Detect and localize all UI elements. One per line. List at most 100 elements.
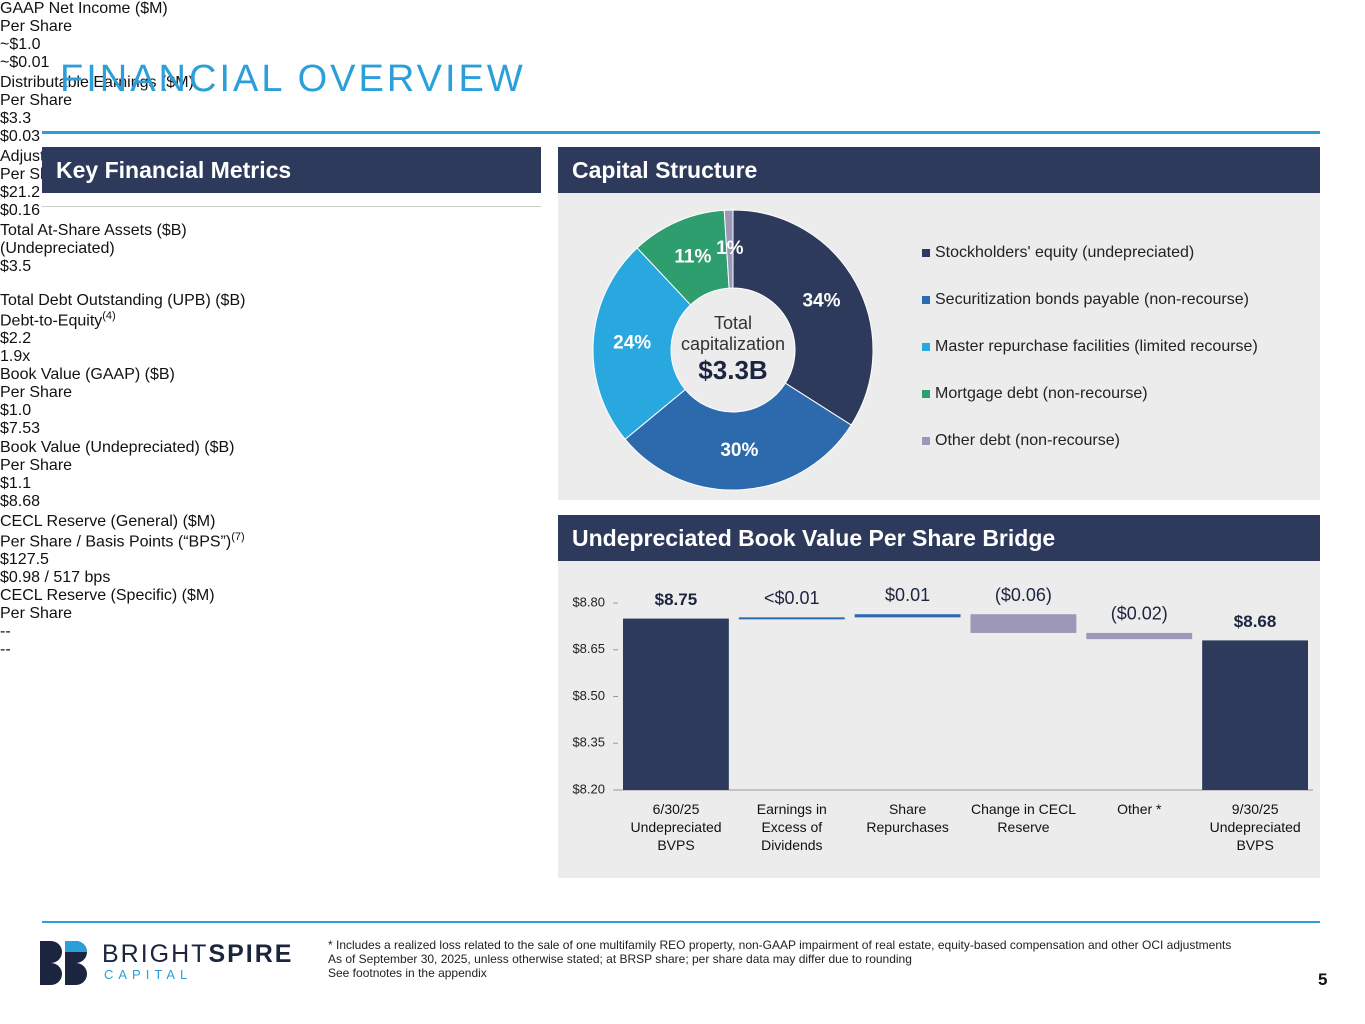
metric-sublabel: Per Share (0, 92, 73, 109)
metric-row: Total At-Share Assets ($B) (Undepreciated… (0, 222, 1365, 292)
metric-sublabel: Per Share / Basis Points (“BPS”) (0, 533, 232, 551)
value-label: $0.01 (885, 585, 930, 605)
page-number: 5 (1318, 970, 1328, 989)
legend-swatch (922, 437, 930, 445)
bar (854, 614, 961, 618)
metric-subvalue: $0.16 (0, 202, 41, 219)
x-tick-label: Earnings in Excess of Dividends (756, 801, 827, 853)
metric-value: $3.5 (0, 258, 32, 275)
metric-subvalue: $0.98 / 517 bps (0, 569, 111, 587)
metric-value: $1.1 (0, 475, 32, 492)
y-tick-label: $8.65 (572, 641, 605, 656)
metric-subvalue: -- (0, 641, 11, 658)
legend-label: Master repurchase facilities (limited re… (935, 338, 1258, 355)
metric-label: CECL Reserve (Specific) ($M) (0, 587, 215, 604)
value-label: $8.68 (1234, 612, 1277, 631)
footnote-ref: (7) (231, 531, 245, 543)
metric-row: Book Value (Undepreciated) ($B) Per Share… (0, 439, 1365, 513)
metric-sublabel: Per Share (0, 18, 73, 35)
metric-value: $127.5 (0, 551, 49, 569)
metric-row: Distributable Earnings ($M) Per Share $3.3… (0, 74, 1365, 148)
value-label: ($0.02) (1111, 604, 1168, 624)
footnotes: * Includes a realized loss related to th… (328, 938, 1288, 980)
footnote: * Includes a realized loss related to th… (328, 938, 1232, 952)
metric-label: GAAP Net Income ($M) (0, 0, 168, 17)
legend-swatch (922, 390, 930, 398)
donut-slice (723, 209, 734, 289)
footnote: As of September 30, 2025, unless otherwi… (328, 952, 912, 966)
x-tick-label: 9/30/25 Undepreciated BVPS (1209, 801, 1301, 853)
rule (42, 206, 541, 207)
logo-word: BRIGHT (102, 940, 209, 968)
metric-label: CECL Reserve (General) ($M) (0, 513, 216, 530)
metric-row: GAAP Net Income ($M) Per Share ~$1.0 ~$0.01 (0, 0, 1365, 74)
metric-value: -- (0, 623, 11, 640)
metric-sublabel: (Undepreciated) (0, 240, 115, 257)
metric-sublabel-line: Per Share (0, 384, 1365, 402)
x-tick-label: Other * (1117, 801, 1162, 817)
metric-sublabel-line: Per Share (0, 18, 1365, 36)
bar (1086, 632, 1193, 640)
value-label: ($0.06) (995, 585, 1052, 605)
slice-label: 30% (720, 440, 758, 461)
y-tick-label: $8.50 (572, 688, 605, 703)
metric-subvalue: $8.68 (0, 493, 41, 510)
metric-sublabel-line: Per Share (0, 92, 1365, 110)
donut-slice (624, 382, 852, 491)
metric-subvalue: 1.9x (0, 348, 31, 366)
value-label: $8.75 (655, 590, 698, 609)
slice-label: 1% (716, 238, 744, 259)
metric-label: Distributable Earnings ($M) (0, 74, 194, 91)
metric-row: Total Debt Outstanding (UPB) ($B) Debt-to… (0, 292, 1365, 366)
rule (42, 921, 1320, 923)
slide-title: FINANCIAL OVERVIEW (60, 58, 526, 100)
center-value: $3.3B (698, 355, 768, 385)
metric-row: CECL Reserve (General) ($M) Per Share / B… (0, 513, 1365, 587)
value-label: <$0.01 (764, 588, 820, 608)
footnote-ref: (4) (102, 310, 116, 322)
metric-value: ~$1.0 (0, 36, 41, 53)
donut-slice (592, 247, 692, 440)
bar (1202, 640, 1308, 790)
x-tick-label: Share Repurchases (866, 801, 949, 835)
rule (42, 131, 1320, 134)
bar (738, 617, 845, 620)
chart-title: Capital Structure (558, 147, 1320, 193)
bar (623, 618, 729, 790)
legend-swatch (922, 249, 930, 257)
slice-label: 34% (802, 290, 840, 311)
slice-label: 24% (613, 333, 651, 354)
metric-sublabel: Per Share (0, 384, 73, 401)
legend-label: Securitization bonds payable (non-recour… (935, 291, 1249, 308)
metric-label: Book Value (Undepreciated) ($B) (0, 439, 235, 456)
metric-sublabel: Debt-to-Equity (0, 312, 103, 330)
metric-value: $21.2 (0, 184, 41, 201)
legend-swatch (922, 296, 930, 304)
center-label: Total capitalization (680, 313, 786, 354)
metric-value: $3.3 (0, 110, 32, 127)
donut-slice (732, 209, 874, 426)
metric-subvalue: ~$0.01 (0, 54, 50, 71)
metric-sublabel-line: Per Share (0, 605, 1365, 623)
metric-sublabel: Per Share (0, 605, 73, 622)
metric-row: Book Value (GAAP) ($B) Per Share $1.0 $7.53 (0, 366, 1365, 439)
logo-text: BRIGHTSPIRE (102, 940, 293, 969)
y-tick-label: $8.20 (572, 781, 605, 796)
x-tick-label: Change in CECL Reserve (970, 801, 1077, 835)
metric-subvalue: $7.53 (0, 420, 41, 437)
metrics-heading: Key Financial Metrics (42, 147, 541, 193)
chart-title: Undepreciated Book Value Per Share Bridg… (558, 515, 1320, 561)
logo-mark (40, 941, 87, 985)
metric-label: Book Value (GAAP) ($B) (0, 366, 175, 383)
legend-label: Other debt (non-recourse) (935, 432, 1120, 449)
metric-sublabel-line: Debt-to-Equity(4) (0, 310, 1365, 330)
metric-sublabel: Per Share (0, 457, 73, 474)
metric-value: $1.0 (0, 402, 32, 419)
slice-label: 11% (674, 246, 711, 267)
legend-label: Stockholders' equity (undepreciated) (935, 244, 1194, 261)
legend-swatch (922, 343, 930, 351)
metric-label: Total Debt Outstanding (UPB) ($B) (0, 292, 246, 309)
y-tick-label: $8.35 (572, 735, 605, 750)
